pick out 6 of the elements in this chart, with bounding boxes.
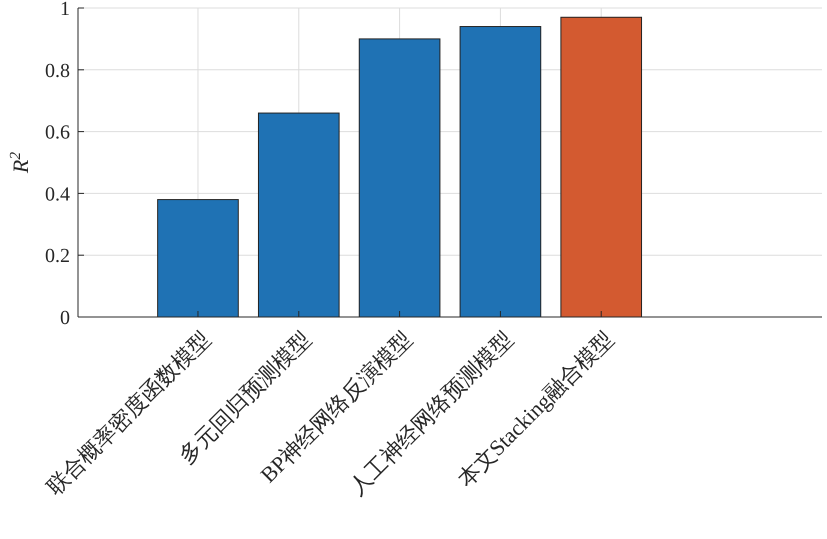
y-tick-label: 0.6 [45, 122, 70, 144]
y-tick-label: 1 [60, 0, 70, 20]
y-tick-label: 0.4 [45, 183, 70, 206]
y-tick-label: 0.2 [45, 245, 70, 268]
y-tick-label: 0.8 [45, 60, 70, 82]
y-tick-label: 0 [60, 307, 70, 329]
